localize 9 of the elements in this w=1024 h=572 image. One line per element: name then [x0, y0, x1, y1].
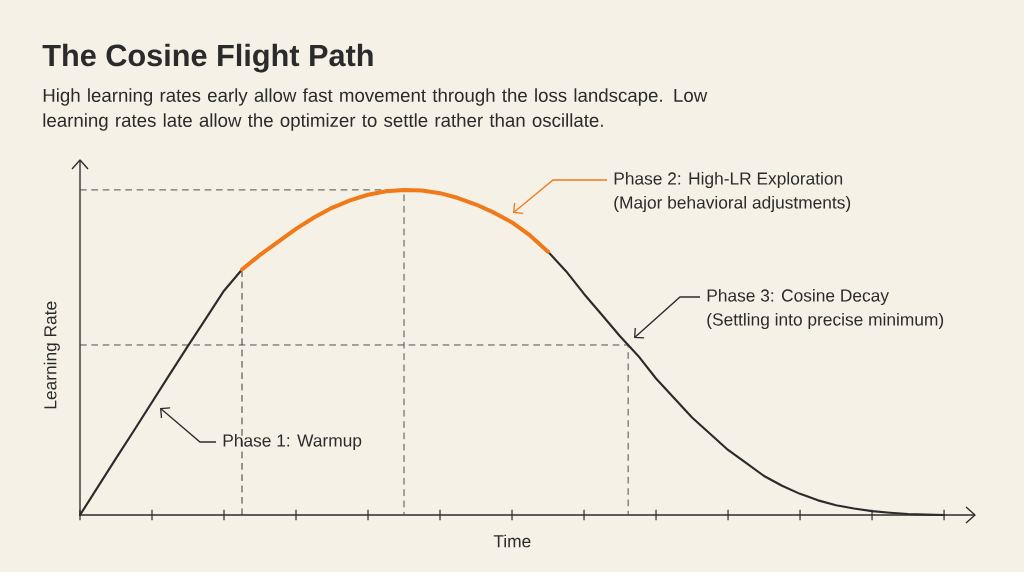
- text: Phase 2: High-LR Exploration: [614, 171, 843, 189]
- y-axis-title: Learning Rate: [43, 301, 60, 409]
- annotation: (Major behavioral adjustments): [614, 195, 851, 213]
- annotation: Phase 1: Warmup: [223, 433, 362, 451]
- annotation: (Settling into precise minimum): [707, 312, 944, 330]
- annotation: Phase 3: Cosine Decay: [707, 288, 889, 306]
- chart-subtitle: High learning rates early allow fast movement through the loss landscape. Low learning rates late allow the optimizer to settle rather than oscillate.: [43, 88, 708, 131]
- chart-title: The Cosine Flight Path: [42, 43, 373, 73]
- x-axis-title: Time: [493, 534, 531, 548]
